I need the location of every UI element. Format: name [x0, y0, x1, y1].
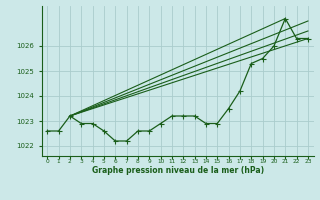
X-axis label: Graphe pression niveau de la mer (hPa): Graphe pression niveau de la mer (hPa): [92, 166, 264, 175]
